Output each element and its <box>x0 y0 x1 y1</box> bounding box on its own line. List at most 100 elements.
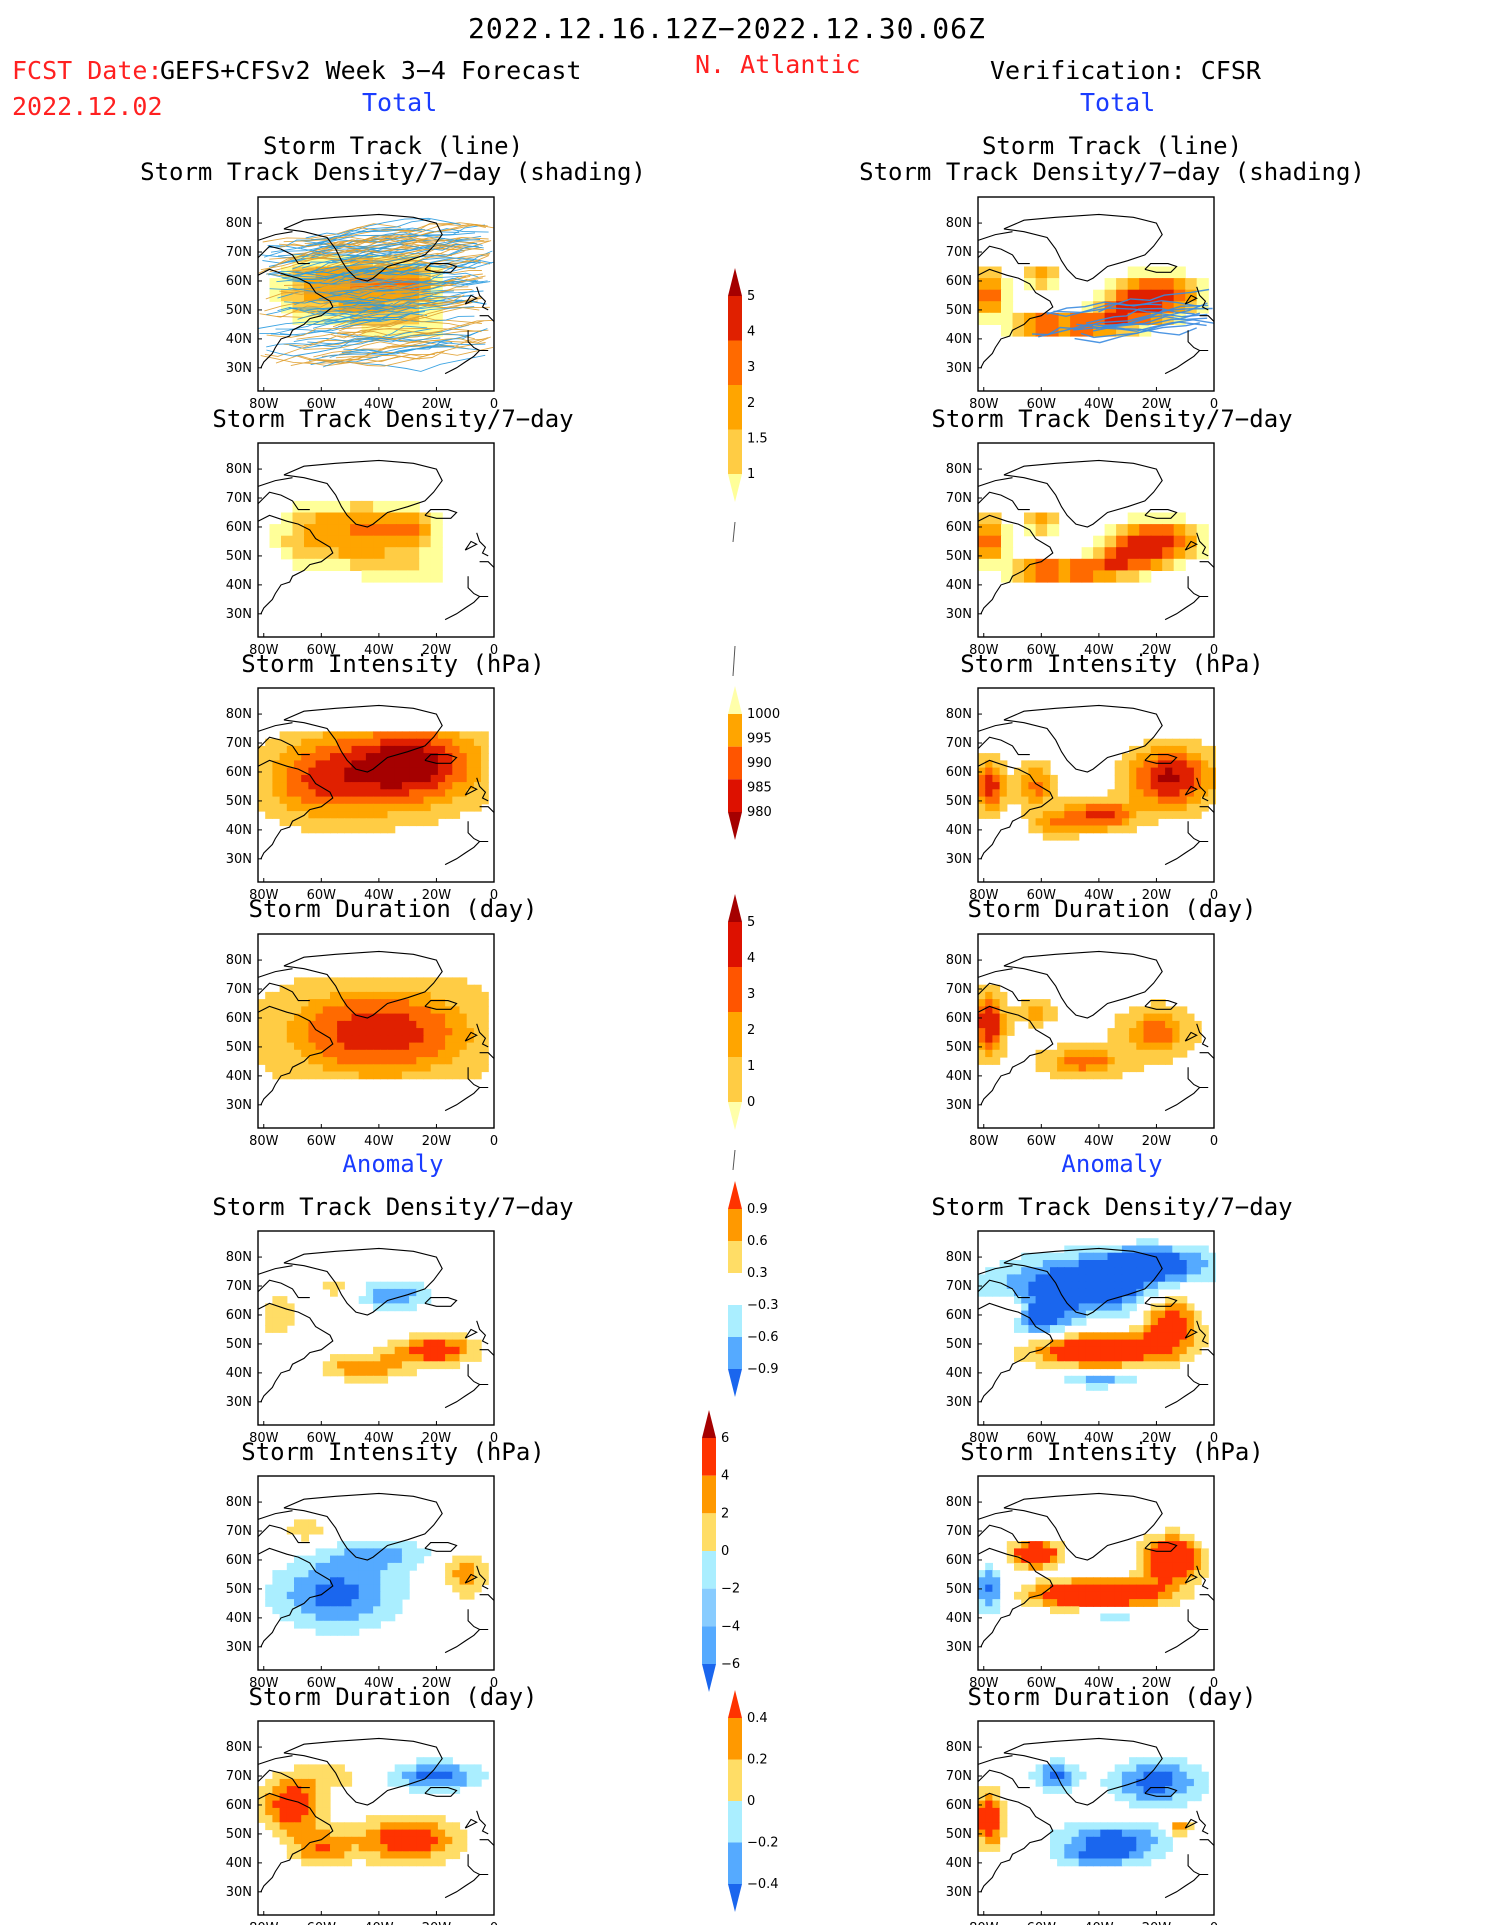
lat-tick-label: 60N <box>946 520 972 535</box>
left-density-map: 80N 70N 60N 50N 40N 30N 80W 60W 40W 20W 0 <box>226 442 498 658</box>
lat-tick-label: 80N <box>226 953 252 968</box>
colorbar-tick-label: 0 <box>721 1544 729 1559</box>
lon-tick-label: 60W <box>307 1921 337 1925</box>
lat-tick-label: 40N <box>226 823 252 838</box>
left-track-line-title: Storm Track (line) <box>262 132 524 160</box>
lon-tick-label: 80W <box>969 1921 999 1925</box>
lon-tick-label: 80W <box>969 1676 999 1691</box>
colorbar-tick-label: 985 <box>747 781 772 796</box>
lon-tick-label: 20W <box>422 888 452 903</box>
lon-tick-label: 0 <box>490 397 498 412</box>
lon-tick-label: 0 <box>490 1676 498 1691</box>
colorbar-swatch <box>702 1438 716 1476</box>
left-intensity-title: Storm Intensity (hPa) <box>241 650 545 678</box>
lat-tick-label: 50N <box>946 794 972 809</box>
lat-tick-label: 60N <box>226 765 252 780</box>
right-density-title: Storm Track Density/7−day <box>931 405 1293 433</box>
colorbar-tick-label: 3 <box>747 987 755 1002</box>
lon-tick-label: 0 <box>1210 643 1218 658</box>
lon-tick-label: 20W <box>1142 643 1172 658</box>
region-label: N. Atlantic <box>695 50 861 79</box>
colorbar-swatch <box>728 894 742 922</box>
lat-tick-label: 70N <box>226 1524 252 1539</box>
colorbar-tick-label: 0.2 <box>747 1753 768 1768</box>
map-canvas: 80N 70N 60N 50N 40N 30N 80W 60W 40W 20W 0 <box>946 687 1218 903</box>
left-density-title: Storm Track Density/7−day <box>212 405 574 433</box>
colorbar-tick-label: 0.3 <box>747 1266 768 1281</box>
left-intensity-anom-map: 80N 70N 60N 50N 40N 30N 80W 60W 40W 20W 0 <box>226 1475 498 1691</box>
map-canvas: 80N 70N 60N 50N 40N 30N 80W 60W 40W 20W 0 <box>226 933 498 1149</box>
right-duration-title: Storm Duration (day) <box>967 895 1257 923</box>
colorbar-tick-label: 2 <box>747 1023 755 1038</box>
lat-tick-label: 50N <box>226 1827 252 1842</box>
lat-tick-label: 80N <box>946 707 972 722</box>
lat-tick-label: 40N <box>946 1611 972 1626</box>
colorbar-swatch <box>702 1410 716 1438</box>
map-canvas: 80N 70N 60N 50N 40N 30N 80W 60W 40W 20W 0 <box>946 442 1218 658</box>
intensity-anom-colorbar: 6 4 2 0 −2 −4 −6 <box>702 1410 740 1692</box>
lat-tick-label: 40N <box>226 1069 252 1084</box>
lon-tick-label: 20W <box>1142 397 1172 412</box>
lat-tick-label: 70N <box>226 1279 252 1294</box>
lat-tick-label: 50N <box>946 1337 972 1352</box>
lon-tick-label: 20W <box>1142 1431 1172 1446</box>
colorbar-swatch <box>728 1209 742 1241</box>
lon-tick-label: 60W <box>307 397 337 412</box>
model-label: GEFS+CFSv2 Week 3−4 Forecast <box>160 56 582 85</box>
colorbar-tick-label: 6 <box>721 1431 729 1446</box>
colorbar-swatch <box>728 1801 742 1843</box>
colorbar-swatch <box>728 1102 742 1130</box>
lon-tick-label: 80W <box>249 1134 279 1149</box>
lat-tick-label: 80N <box>946 1495 972 1510</box>
lat-tick-label: 80N <box>946 1250 972 1265</box>
lon-tick-label: 20W <box>422 397 452 412</box>
colorbar-tick-label: 1.5 <box>747 431 768 446</box>
lat-tick-label: 60N <box>946 1798 972 1813</box>
lon-tick-label: 80W <box>249 1431 279 1446</box>
lat-tick-label: 50N <box>226 794 252 809</box>
lon-tick-label: 40W <box>364 1676 394 1691</box>
lat-tick-label: 70N <box>946 491 972 506</box>
lon-tick-label: 0 <box>490 1134 498 1149</box>
lat-tick-label: 30N <box>226 852 252 867</box>
left-duration-title: Storm Duration (day) <box>248 895 538 923</box>
lon-tick-label: 60W <box>1027 1134 1057 1149</box>
colorbar-swatch <box>702 1513 716 1551</box>
lat-tick-label: 80N <box>226 707 252 722</box>
lon-tick-label: 0 <box>1210 1431 1218 1446</box>
lon-tick-label: 80W <box>969 1134 999 1149</box>
colorbar-tick-label: 1 <box>747 467 755 482</box>
colorbar-tick-label: 1 <box>747 1059 755 1074</box>
left-duration-anom-map: 80N 70N 60N 50N 40N 30N 80W 60W 40W 20W 0 <box>226 1720 498 1925</box>
colorbar-swatch <box>728 746 742 780</box>
colorbar-tick-label: 4 <box>747 951 755 966</box>
colorbar-tick-label: 0.6 <box>747 1234 768 1249</box>
colorbar-swatch <box>728 967 742 1012</box>
colorbar-tick-label: −0.4 <box>747 1877 779 1892</box>
lon-tick-label: 80W <box>249 397 279 412</box>
lat-tick-label: 70N <box>226 982 252 997</box>
colorbar-swatch <box>702 1626 716 1664</box>
lon-tick-label: 60W <box>1027 1676 1057 1691</box>
lon-tick-label: 40W <box>1084 1676 1114 1691</box>
lon-tick-label: 60W <box>1027 397 1057 412</box>
lat-tick-label: 40N <box>946 332 972 347</box>
colorbar-swatch <box>728 1057 742 1102</box>
lat-tick-label: 50N <box>226 303 252 318</box>
lon-tick-label: 40W <box>1084 643 1114 658</box>
lat-tick-label: 70N <box>226 1769 252 1784</box>
left-density-anom-title: Storm Track Density/7−day <box>212 1193 574 1221</box>
lat-tick-label: 80N <box>946 1740 972 1755</box>
colorbar-swatch <box>728 429 742 474</box>
lat-tick-label: 40N <box>946 578 972 593</box>
lon-tick-label: 80W <box>969 397 999 412</box>
colorbar-swatch <box>728 1842 742 1884</box>
duration-total-colorbar: 5 4 3 2 1 0 <box>728 894 755 1171</box>
colorbar-tick-label: 4 <box>721 1469 729 1484</box>
lat-tick-label: 80N <box>226 1495 252 1510</box>
colorbar-swatch <box>728 340 742 385</box>
lat-tick-label: 40N <box>946 1856 972 1871</box>
colorbar-tick-label: 995 <box>747 732 772 747</box>
right-anomaly-label: Anomaly <box>1061 1150 1163 1178</box>
lat-tick-label: 30N <box>946 1640 972 1655</box>
